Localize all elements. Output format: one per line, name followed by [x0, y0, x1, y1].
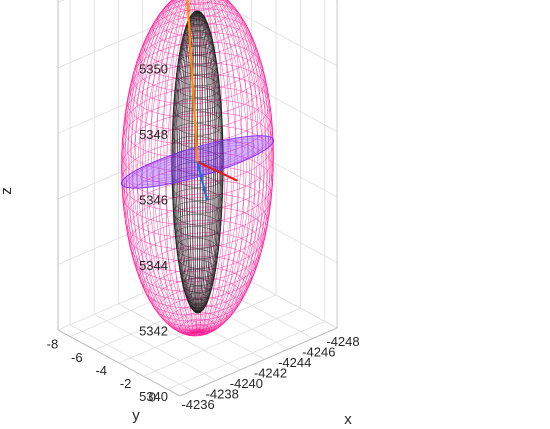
outer-ellipsoid-longitude [197, 0, 236, 333]
outer-ellipsoid-longitude [197, 0, 254, 333]
inner-ellipsoid-longitude [197, 10, 209, 313]
tick-labels: 5340534253445346534853500-2-4-6-8-4236-4… [47, 61, 360, 411]
flat-ellipse-ring [159, 148, 236, 176]
inner-ellipsoid-longitude [191, 10, 198, 313]
grid-line-z-side [214, 196, 338, 263]
outer-ellipsoid-longitude [123, 0, 198, 333]
grid-line-z-side [214, 65, 338, 132]
inner-ellipsoid-longitude [197, 10, 207, 313]
z-tick-label: 5344 [139, 258, 168, 273]
x-tick-label: -4248 [326, 334, 359, 349]
axis-line-y [57, 329, 181, 397]
principal-axis-3 [196, 161, 209, 201]
grid-line-z-back [57, 196, 216, 265]
x-tick-label: -4236 [181, 397, 214, 412]
grid-line-y-floor [143, 307, 301, 377]
inner-ellipsoid-longitude [197, 10, 212, 313]
flat-ellipse-ring [140, 142, 255, 182]
inner-ellipsoid-longitude [172, 10, 198, 313]
inner-ellipsoid-longitude [194, 10, 198, 313]
inner-ellipsoid-longitude [197, 10, 214, 313]
outer-ellipsoid-longitude [197, 0, 273, 333]
inner-ellipsoid-longitude [177, 10, 198, 313]
axis-line-x [179, 327, 338, 397]
outer-ellipsoid-longitude [132, 0, 198, 335]
outer-ellipsoid-longitude [163, 0, 198, 333]
outer-ellipsoid-latitude [180, 0, 213, 5]
z-tick-label: 5348 [139, 127, 168, 142]
outer-ellipsoid-longitude [152, 0, 198, 336]
z-tick-label: 5340 [139, 389, 168, 404]
x-tick-label: -4240 [230, 376, 263, 391]
outer-ellipsoid-longitude [128, 0, 198, 334]
inner-ellipsoid-longitude [174, 10, 198, 313]
inner-ellipsoid-longitude [197, 10, 220, 313]
outer-ellipsoid-longitude [122, 0, 198, 333]
principal-axis-2 [197, 160, 238, 182]
outer-ellipsoid-longitude [125, 0, 198, 333]
y-tick-label: 0 [149, 389, 156, 404]
outer-ellipsoid-longitude [141, 0, 198, 335]
inner-ellipsoid-longitude [197, 10, 216, 313]
principal-axis-1 [186, 0, 199, 162]
outer-ellipsoid-longitude [197, 0, 248, 333]
x-tick-label: -4242 [254, 365, 287, 380]
inner-ellipsoid-longitude [197, 10, 201, 313]
grid-line-y-floor [94, 281, 252, 351]
y-tick-label: -6 [71, 350, 83, 365]
inner-ellipsoid-longitude [197, 10, 223, 313]
x-tick-label: -4244 [278, 355, 311, 370]
y-tick-label: -4 [95, 363, 107, 378]
z-tick-label: 5350 [139, 61, 168, 76]
outer-ellipsoid-longitude [121, 0, 198, 333]
x-axis-label: x [344, 411, 352, 428]
outer-ellipsoid-longitude [197, 0, 267, 333]
outer-ellipsoid-longitude [147, 0, 198, 336]
outer-ellipsoid-latitude [173, 0, 221, 12]
flat-ellipse-ring [168, 151, 227, 172]
flat-ellipse-ring [149, 145, 246, 179]
y-tick-label: -8 [47, 337, 59, 352]
grid-line-y-floor [167, 321, 325, 390]
flat-ellipse-ring [178, 155, 217, 169]
inner-ellipsoid-longitude [175, 10, 198, 313]
principal-axes [186, 0, 238, 201]
z-tick-label: 5346 [139, 192, 168, 207]
y-tick-label: -2 [120, 376, 132, 391]
flat-ellipse-ring [121, 135, 274, 189]
inner-ellipsoid-longitude [197, 10, 221, 313]
outer-ellipsoid-longitude [197, 0, 225, 336]
inner-ellipsoid-longitude [197, 10, 218, 313]
outer-ellipsoid-longitude [197, 0, 230, 333]
outer-ellipsoid-longitude [197, 0, 270, 333]
grid-line-z-side [214, 0, 338, 67]
x-tick-label: -4238 [206, 386, 239, 401]
outer-ellipsoid-longitude [197, 0, 274, 333]
z-tick-label: 5342 [139, 324, 168, 339]
outer-ellipsoid-longitude [197, 0, 263, 333]
inner-ellipsoid-longitude [197, 10, 204, 313]
z-axis-label: z [0, 187, 15, 195]
ellipsoid-surfaces [120, 0, 275, 337]
outer-ellipsoid-longitude [170, 0, 198, 333]
outer-ellipsoid-longitude [197, 0, 243, 333]
outer-ellipsoid-longitude [159, 0, 198, 336]
grid-line-y-floor [70, 268, 228, 337]
x-tick-label: -4246 [302, 345, 335, 360]
y-axis-label: y [132, 407, 140, 424]
flat-ellipse-ring [130, 138, 265, 186]
